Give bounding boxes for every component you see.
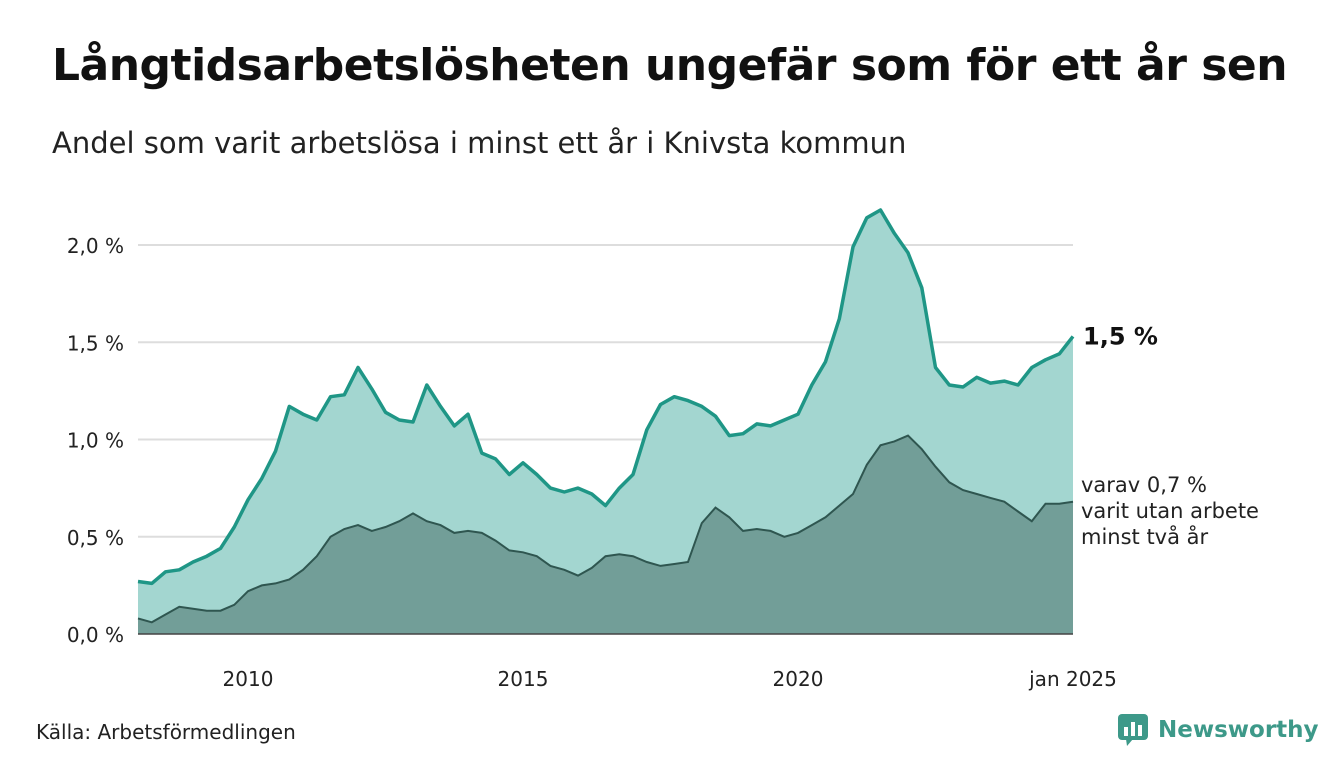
y-tick-label: 1,5 %	[67, 331, 124, 355]
total-series-end-label: 1,5 %	[1083, 322, 1158, 350]
y-axis-ticks: 0,0 % 0,5 % 1,0 % 1,5 % 2,0 %	[67, 234, 124, 647]
x-tick-label: 2010	[223, 667, 274, 691]
x-axis-ticks: 2010 2015 2020 jan 2025	[223, 667, 1117, 691]
x-tick-label: jan 2025	[1028, 667, 1117, 691]
source-note: Källa: Arbetsförmedlingen	[36, 720, 296, 744]
total-series-line	[137, 208, 1075, 586]
y-tick-label: 0,0 %	[67, 623, 124, 647]
x-tick-label: 2015	[498, 667, 549, 691]
sub-series-end-label: varav 0,7 % varit utan arbete minst två år	[1081, 473, 1259, 549]
sub-series-area	[138, 435, 1073, 634]
sub-series-label-line: varav 0,7 %	[1081, 473, 1207, 497]
brand-name: Newsworthy	[1158, 717, 1319, 743]
y-tick-label: 0,5 %	[67, 526, 124, 550]
sub-series-label-line: minst två år	[1081, 524, 1209, 549]
brand-logo: Newsworthy	[1118, 714, 1319, 746]
newsworthy-logo-icon	[1118, 714, 1148, 746]
chart-subtitle: Andel som varit arbetslösa i minst ett å…	[52, 126, 907, 160]
chart-title: Långtidsarbetslösheten ungefär som för e…	[52, 40, 1288, 91]
sub-series-line	[137, 434, 1074, 624]
sub-series-label-line: varit utan arbete	[1081, 499, 1259, 523]
y-tick-label: 2,0 %	[67, 234, 124, 258]
y-tick-label: 1,0 %	[67, 429, 124, 453]
x-tick-label: 2020	[773, 667, 824, 691]
